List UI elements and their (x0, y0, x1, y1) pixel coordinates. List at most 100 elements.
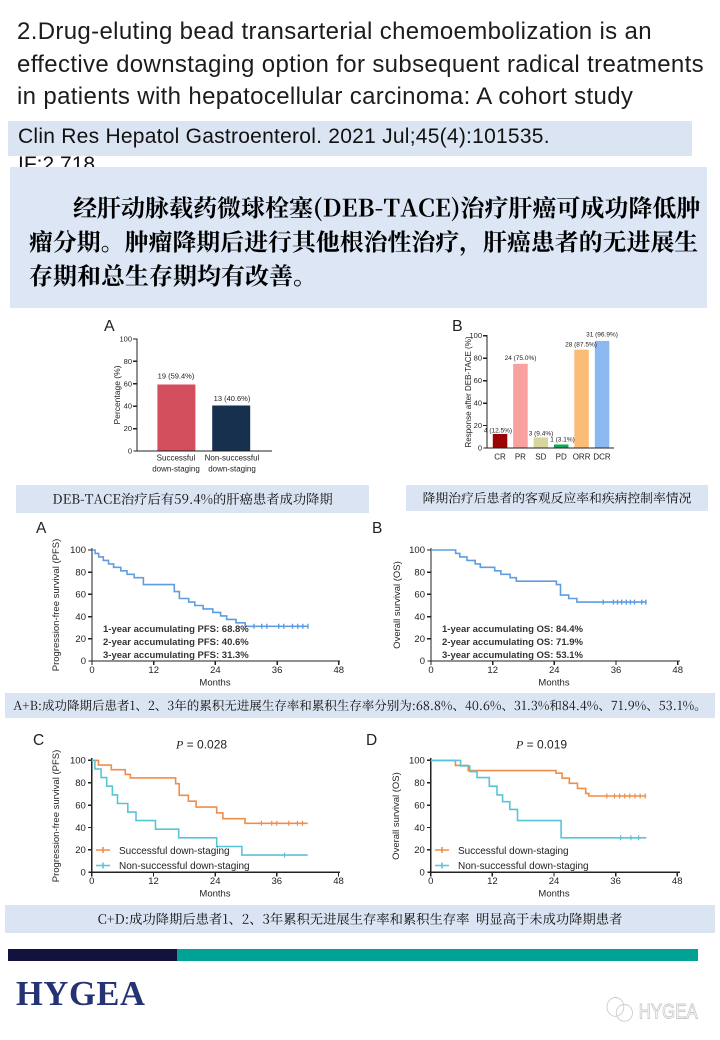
svg-text:20: 20 (124, 424, 132, 433)
svg-text:ORR: ORR (573, 453, 591, 462)
svg-text:100: 100 (409, 756, 425, 767)
svg-text:20: 20 (75, 845, 86, 856)
svg-text:Percentage (%): Percentage (%) (112, 365, 122, 424)
svg-text:1-year accumulating PFS: 68.8%: 1-year accumulating PFS: 68.8% (103, 624, 249, 635)
svg-text:12: 12 (487, 665, 498, 676)
svg-text:0: 0 (428, 876, 433, 887)
svg-text:48: 48 (334, 665, 345, 676)
svg-text:PD: PD (556, 453, 567, 462)
svg-text:Months: Months (199, 888, 230, 899)
svg-text:60: 60 (474, 376, 482, 385)
svg-text:Non-successful down-staging: Non-successful down-staging (458, 861, 589, 872)
svg-text:80: 80 (75, 567, 86, 578)
svg-text:0: 0 (428, 665, 433, 676)
svg-text:20: 20 (414, 634, 425, 645)
svg-text:DCR: DCR (593, 453, 611, 462)
svg-text:24 (75.0%): 24 (75.0%) (505, 355, 537, 362)
svg-text:48: 48 (672, 876, 683, 887)
svg-text:Months: Months (199, 678, 230, 689)
svg-text:24: 24 (210, 665, 221, 676)
svg-text:A: A (104, 318, 115, 335)
svg-text:Overall survival (OS): Overall survival (OS) (392, 561, 403, 649)
svg-text:48: 48 (672, 665, 683, 676)
svg-text:36: 36 (611, 665, 622, 676)
svg-text:3 (9.4%): 3 (9.4%) (529, 431, 554, 438)
svg-text:80: 80 (474, 354, 482, 363)
svg-text:1 (3.1%): 1 (3.1%) (550, 437, 575, 444)
svg-text:4 (12.5%): 4 (12.5%) (484, 428, 512, 435)
svg-text:20: 20 (414, 845, 425, 856)
svg-text:Overall survival (OS): Overall survival (OS) (391, 772, 402, 860)
svg-text:0: 0 (89, 876, 94, 887)
svg-text:36: 36 (272, 665, 283, 676)
svg-text:80: 80 (414, 567, 425, 578)
svg-text:13 (40.6%): 13 (40.6%) (214, 394, 251, 403)
svg-text:Successful down-staging: Successful down-staging (119, 846, 230, 857)
svg-text:B: B (452, 318, 463, 335)
svg-text:0: 0 (89, 665, 94, 676)
svg-text:PR: PR (515, 453, 526, 462)
svg-text:12: 12 (148, 876, 159, 887)
svg-text:12: 12 (148, 665, 159, 676)
svg-text:60: 60 (414, 800, 425, 811)
svg-text:31 (96.9%): 31 (96.9%) (586, 332, 618, 339)
svg-text:12: 12 (487, 876, 498, 887)
svg-text:Progression-free survival (PFS: Progression-free survival (PFS) (51, 750, 62, 883)
svg-text:60: 60 (75, 800, 86, 811)
svg-text:A: A (36, 520, 47, 537)
svg-text:80: 80 (414, 778, 425, 789)
svg-text:Successful down-staging: Successful down-staging (458, 846, 569, 857)
svg-text:P = 0.028: P = 0.028 (175, 738, 227, 752)
svg-text:3-year accumulating PFS: 31.3%: 3-year accumulating PFS: 31.3% (103, 650, 249, 661)
svg-text:SD: SD (535, 453, 546, 462)
svg-text:60: 60 (124, 379, 132, 388)
svg-text:100: 100 (70, 545, 86, 556)
svg-text:Successful: Successful (157, 454, 196, 463)
svg-text:Progression-free survival (PFS: Progression-free survival (PFS) (51, 539, 62, 672)
svg-text:D: D (366, 732, 377, 749)
svg-text:48: 48 (333, 876, 344, 887)
svg-text:60: 60 (75, 590, 86, 601)
svg-text:80: 80 (75, 778, 86, 789)
svg-text:3-year accumulating OS: 53.1%: 3-year accumulating OS: 53.1% (442, 650, 584, 661)
svg-text:24: 24 (549, 876, 560, 887)
svg-text:100: 100 (469, 331, 482, 340)
svg-text:20: 20 (75, 634, 86, 645)
svg-text:20: 20 (474, 421, 482, 430)
svg-text:2-year accumulating OS: 71.9%: 2-year accumulating OS: 71.9% (442, 637, 584, 648)
svg-text:C: C (33, 732, 44, 749)
svg-text:80: 80 (124, 357, 132, 366)
svg-text:B: B (372, 520, 382, 537)
svg-text:40: 40 (75, 823, 86, 834)
svg-text:36: 36 (272, 876, 283, 887)
svg-text:down-staging: down-staging (152, 465, 200, 474)
svg-text:0: 0 (81, 656, 86, 667)
svg-text:0: 0 (478, 444, 482, 453)
svg-text:0: 0 (128, 447, 132, 456)
svg-text:Months: Months (538, 888, 569, 899)
svg-text:60: 60 (414, 590, 425, 601)
svg-text:0: 0 (420, 867, 425, 878)
svg-text:40: 40 (124, 402, 132, 411)
svg-text:40: 40 (414, 823, 425, 834)
svg-text:Response after DEB-TACE (%): Response after DEB-TACE (%) (464, 336, 473, 447)
svg-text:100: 100 (70, 756, 86, 767)
svg-text:36: 36 (610, 876, 621, 887)
svg-text:40: 40 (75, 612, 86, 623)
svg-text:100: 100 (409, 545, 425, 556)
svg-text:0: 0 (420, 656, 425, 667)
svg-text:40: 40 (414, 612, 425, 623)
svg-text:2-year accumulating PFS: 40.6%: 2-year accumulating PFS: 40.6% (103, 637, 249, 648)
svg-text:19 (59.4%): 19 (59.4%) (158, 372, 195, 381)
svg-text:0: 0 (81, 867, 86, 878)
svg-text:P = 0.019: P = 0.019 (515, 738, 567, 752)
svg-text:24: 24 (549, 665, 560, 676)
svg-text:HYGEA: HYGEA (639, 1001, 698, 1024)
svg-text:24: 24 (210, 876, 221, 887)
svg-text:40: 40 (474, 399, 482, 408)
svg-text:28 (87.5%): 28 (87.5%) (565, 342, 597, 349)
svg-text:100: 100 (119, 335, 132, 344)
svg-text:Months: Months (538, 678, 569, 689)
svg-text:Non-successful: Non-successful (205, 454, 260, 463)
svg-text:down-staging: down-staging (208, 465, 256, 474)
